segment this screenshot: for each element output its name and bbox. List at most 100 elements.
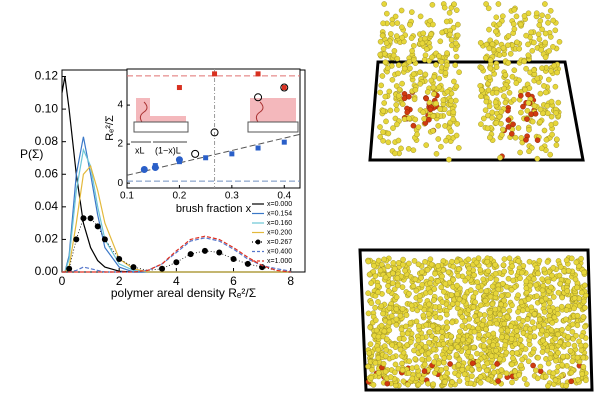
bead [447,338,454,345]
y-tick-label: 2 [117,139,123,150]
bead [563,316,569,323]
bead [468,366,475,373]
bead [385,139,392,146]
bead [534,137,541,143]
bead [443,365,449,372]
bead [550,264,557,271]
bead [381,1,388,7]
bead [421,35,428,42]
bead [372,360,379,366]
bead [569,255,575,262]
bead [475,284,482,290]
bead [493,120,500,126]
bead [536,316,543,323]
bead [433,336,439,342]
bead [573,259,580,266]
bead [552,83,559,90]
bead [385,263,391,270]
bead [523,278,530,285]
bead [511,26,518,32]
legend-label: x=0.200 [267,229,292,236]
bead [515,258,522,264]
x-tick-label: 6 [230,274,237,288]
bead [384,380,391,387]
bead [580,314,587,320]
bead [505,117,512,123]
bead [505,124,512,130]
bead [482,297,489,304]
bead [379,73,386,79]
bead [544,103,551,109]
bead [395,70,401,77]
bead [485,376,492,383]
bead [501,268,508,275]
bead [531,311,538,317]
bead [510,355,516,361]
bead [431,91,437,97]
bead [469,373,475,379]
bead [549,319,556,326]
bead [472,299,479,306]
bead [503,370,510,377]
bead [508,130,515,137]
bead [442,70,449,76]
bead [498,327,505,334]
bead [479,322,486,328]
bead [525,10,532,17]
bead [526,127,532,133]
bead [477,311,483,318]
bead [499,13,506,20]
bead [377,89,383,96]
bead [401,65,408,72]
bead [536,257,543,264]
bead [449,258,455,265]
bead [582,282,588,289]
bead [396,86,403,93]
bead [480,337,487,344]
schematic-wall [247,121,299,133]
bead [529,118,536,125]
bead [529,319,536,326]
bead [461,371,468,378]
bead [420,30,427,37]
bead [385,130,392,137]
bead [548,34,554,40]
bead [525,91,531,98]
bead [487,293,494,300]
bead [500,307,507,314]
bead [563,257,570,264]
bead [518,299,525,306]
bead [535,31,542,38]
bead [393,316,400,323]
bead [539,65,545,71]
bead [450,116,457,123]
bead [454,32,461,39]
bead [410,147,417,153]
bead [459,366,466,373]
bead [501,85,508,92]
bead [407,319,414,326]
bead [401,336,407,342]
bead [448,37,455,43]
bead [502,72,509,78]
bead [536,22,543,28]
bead [415,261,422,268]
bead [550,44,556,50]
bead [517,149,523,156]
bead [555,99,562,106]
bead [417,304,424,311]
bead [393,102,400,108]
bead [581,298,587,305]
bead [380,310,386,317]
bead [393,107,400,113]
series-line [62,164,291,273]
bead [436,84,442,91]
bead [548,113,555,120]
bead [508,286,515,293]
box-frame [358,248,594,392]
bead [448,292,455,298]
bead [509,302,515,309]
bead [404,381,411,388]
bead [380,129,386,135]
